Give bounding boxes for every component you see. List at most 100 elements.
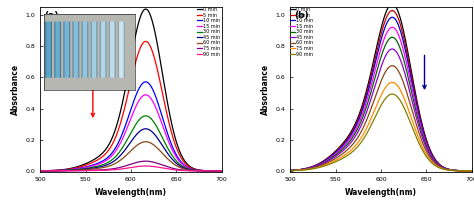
60 min [288,169,293,172]
75 min [37,170,43,172]
45 min [386,50,392,52]
Line: 0 min: 0 min [291,4,472,171]
5 min [396,18,401,21]
45 min [375,76,381,79]
5 min [288,169,293,172]
Line: 90 min: 90 min [40,166,221,171]
Line: 10 min: 10 min [40,82,221,171]
45 min [437,165,442,167]
60 min [215,170,220,172]
0 min [288,169,293,172]
15 min [288,169,293,172]
Line: 45 min: 45 min [291,49,472,171]
0 min [186,165,192,167]
30 min [437,164,442,167]
60 min [143,140,148,143]
45 min [146,128,151,131]
60 min [125,153,130,155]
Line: 30 min: 30 min [291,37,472,171]
5 min [125,95,130,98]
10 min [437,163,442,166]
10 min [465,169,471,172]
60 min [124,154,129,156]
0 min [386,6,392,8]
15 min [37,169,43,172]
Line: 60 min: 60 min [291,66,472,171]
75 min [396,86,401,88]
90 min [374,113,379,116]
10 min [219,170,224,172]
Line: 0 min: 0 min [40,9,221,171]
0 min [146,10,151,13]
X-axis label: Wavelength(nm): Wavelength(nm) [345,188,417,197]
0 min [143,8,148,10]
90 min [186,169,192,172]
15 min [396,34,401,36]
90 min [386,94,392,97]
75 min [215,170,220,172]
0 min [465,169,471,172]
0 min [469,169,474,172]
15 min [124,129,129,131]
15 min [386,29,392,31]
5 min [215,170,220,172]
Line: 15 min: 15 min [291,27,472,171]
75 min [186,169,192,172]
Line: 75 min: 75 min [291,82,472,171]
15 min [389,26,395,29]
0 min [124,82,129,85]
10 min [375,52,381,55]
10 min [288,169,293,172]
75 min [125,164,130,167]
60 min [469,170,474,172]
75 min [374,104,379,107]
45 min [219,170,224,172]
10 min [136,89,141,91]
45 min [136,131,141,134]
30 min [136,120,141,122]
0 min [389,3,395,5]
45 min [125,145,130,148]
30 min [146,115,151,118]
60 min [136,143,141,146]
60 min [219,170,224,172]
Line: 15 min: 15 min [40,95,221,171]
75 min [375,102,381,104]
75 min [124,164,129,167]
90 min [219,170,224,172]
90 min [437,167,442,169]
Line: 10 min: 10 min [291,17,472,171]
60 min [186,169,192,171]
Legend: 0 min, 5 min, 10 min, 15 min, 30 min, 45 min, 60 min, 75 min, 90 min: 0 min, 5 min, 10 min, 15 min, 30 min, 45… [197,6,221,57]
5 min [124,100,129,102]
5 min [219,170,224,172]
90 min [375,111,381,113]
15 min [465,169,471,172]
Text: (a): (a) [44,11,58,20]
5 min [389,9,395,12]
Line: 30 min: 30 min [40,116,221,171]
75 min [437,166,442,169]
Line: 45 min: 45 min [40,129,221,171]
0 min [136,22,141,25]
10 min [186,167,192,169]
60 min [374,92,379,95]
90 min [37,170,43,172]
Line: 60 min: 60 min [40,142,221,171]
30 min [469,169,474,172]
60 min [375,89,381,92]
10 min [125,118,130,121]
90 min [136,165,141,168]
30 min [37,169,43,172]
0 min [37,169,43,172]
90 min [389,93,395,95]
60 min [386,66,392,69]
0 min [437,163,442,166]
75 min [143,160,148,162]
10 min [389,16,395,19]
45 min [374,80,379,82]
75 min [386,83,392,85]
0 min [219,170,224,172]
Line: 5 min: 5 min [291,11,472,171]
15 min [143,94,148,96]
